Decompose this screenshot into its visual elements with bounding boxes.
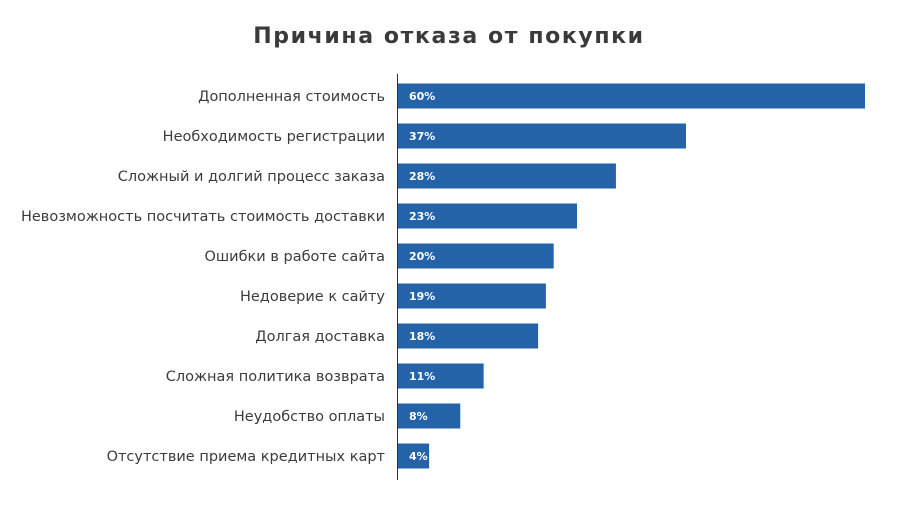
bar	[398, 323, 539, 349]
bar	[398, 243, 554, 269]
category-label: Невозможность посчитать стоимость достав…	[21, 209, 385, 225]
value-label: 4%	[409, 450, 428, 463]
chart-title: Причина отказа от покупки	[253, 24, 645, 49]
category-label: Долгая доставка	[255, 329, 385, 345]
value-label: 23%	[409, 210, 435, 223]
bar	[398, 123, 686, 149]
category-label: Неудобство оплаты	[234, 409, 385, 425]
bar	[398, 363, 484, 389]
bar	[398, 283, 546, 309]
category-label: Необходимость регистрации	[163, 129, 385, 145]
category-label: Ошибки в работе сайта	[205, 249, 386, 265]
value-label: 19%	[409, 290, 435, 303]
category-label: Сложная политика возврата	[166, 369, 385, 385]
bar	[398, 83, 865, 109]
bars-group: Дополненная стоимость 60% Необходимость ре…	[21, 83, 865, 469]
category-label: Отсутствие приема кредитных карт	[107, 449, 386, 465]
value-label: 37%	[409, 130, 435, 143]
bar	[398, 443, 430, 469]
bar	[398, 203, 578, 229]
category-label: Недоверие к сайту	[240, 289, 385, 305]
value-label: 20%	[409, 250, 435, 263]
value-label: 18%	[409, 330, 435, 343]
value-label: 28%	[409, 170, 435, 183]
value-label: 11%	[409, 370, 435, 383]
bar	[398, 403, 461, 429]
value-label: 60%	[409, 90, 435, 103]
category-label: Сложный и долгий процесс заказа	[118, 169, 385, 185]
category-label: Дополненная стоимость	[198, 89, 385, 105]
bar	[398, 163, 616, 189]
value-label: 8%	[409, 410, 428, 423]
